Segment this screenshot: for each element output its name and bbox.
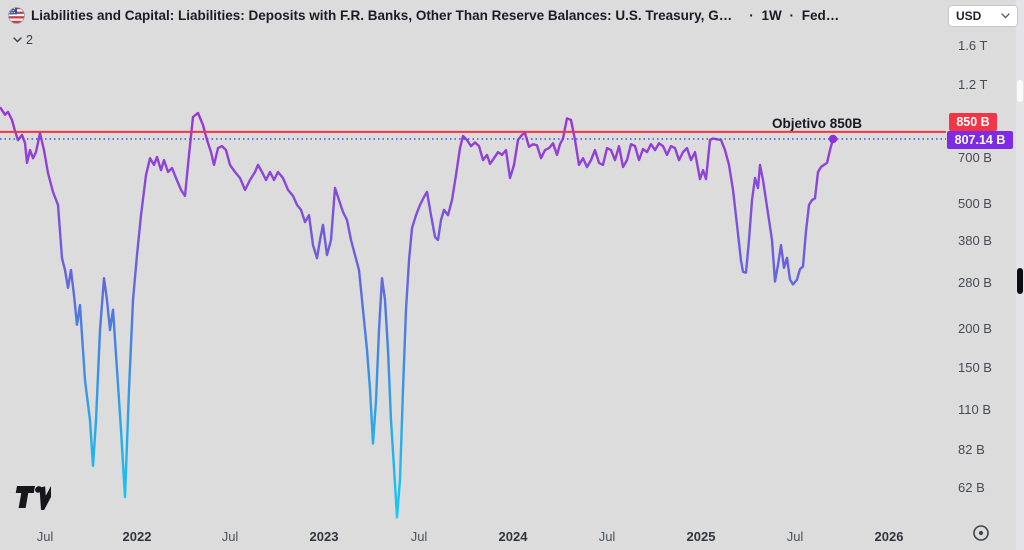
chevron-down-icon — [13, 37, 22, 43]
x-axis-tick: 2025 — [686, 529, 716, 544]
target-price-badge: 850 B — [949, 112, 997, 131]
currency-value: USD — [956, 9, 982, 23]
y-axis-tick: 150 B — [958, 360, 992, 375]
y-axis-tick: 1.6 T — [958, 38, 988, 53]
last-point-marker — [828, 134, 838, 144]
us-flag-icon — [8, 7, 25, 24]
chart-legend: Liabilities and Capital: Liabilities: De… — [8, 7, 841, 24]
scrollbar-marker[interactable] — [1017, 80, 1023, 102]
scrollbar-thumb[interactable] — [1017, 268, 1023, 294]
chevron-down-icon — [1001, 13, 1010, 19]
target-line-text[interactable]: Objetivo 850B — [772, 115, 863, 131]
currency-selector[interactable]: USD — [948, 5, 1018, 27]
x-axis-tick: 2024 — [498, 529, 528, 544]
x-axis-tick: Jul — [786, 529, 804, 544]
axis-settings-icon[interactable] — [971, 523, 991, 548]
source-label[interactable]: Fed… — [801, 8, 840, 23]
x-axis-tick: Jul — [221, 529, 239, 544]
x-axis-tick: 2023 — [309, 529, 339, 544]
interval-source-label[interactable]: · 1W · Fed… — [747, 8, 841, 23]
x-axis-tick: 2026 — [874, 529, 904, 544]
symbol-title[interactable]: Liabilities and Capital: Liabilities: De… — [31, 8, 733, 23]
y-axis-tick: 280 B — [958, 275, 992, 290]
y-axis-tick: 380 B — [958, 233, 992, 248]
y-axis-tick: 82 B — [958, 442, 985, 457]
indicator-count: 2 — [26, 33, 33, 47]
legend-collapse-toggle[interactable]: 2 — [13, 33, 33, 47]
y-axis-tick: 700 B — [958, 150, 992, 165]
last-price-badge: 807.14 B — [947, 130, 1013, 149]
y-axis-tick: 1.2 T — [958, 77, 988, 92]
y-axis-tick: 110 B — [958, 402, 992, 417]
y-axis-tick: 62 B — [958, 480, 985, 495]
y-axis-tick: 500 B — [958, 196, 992, 211]
price-chart-pane[interactable] — [0, 0, 946, 550]
x-axis-tick: Jul — [598, 529, 616, 544]
interval-label[interactable]: 1W — [761, 8, 782, 23]
tradingview-logo[interactable] — [13, 486, 56, 516]
x-axis-tick: Jul — [36, 529, 54, 544]
y-axis-tick: 200 B — [958, 321, 992, 336]
separator-dot: · — [789, 8, 794, 23]
separator-dot: · — [749, 8, 754, 23]
series-line — [0, 106, 835, 519]
x-axis-tick: 2022 — [122, 529, 152, 544]
x-axis-tick: Jul — [410, 529, 428, 544]
